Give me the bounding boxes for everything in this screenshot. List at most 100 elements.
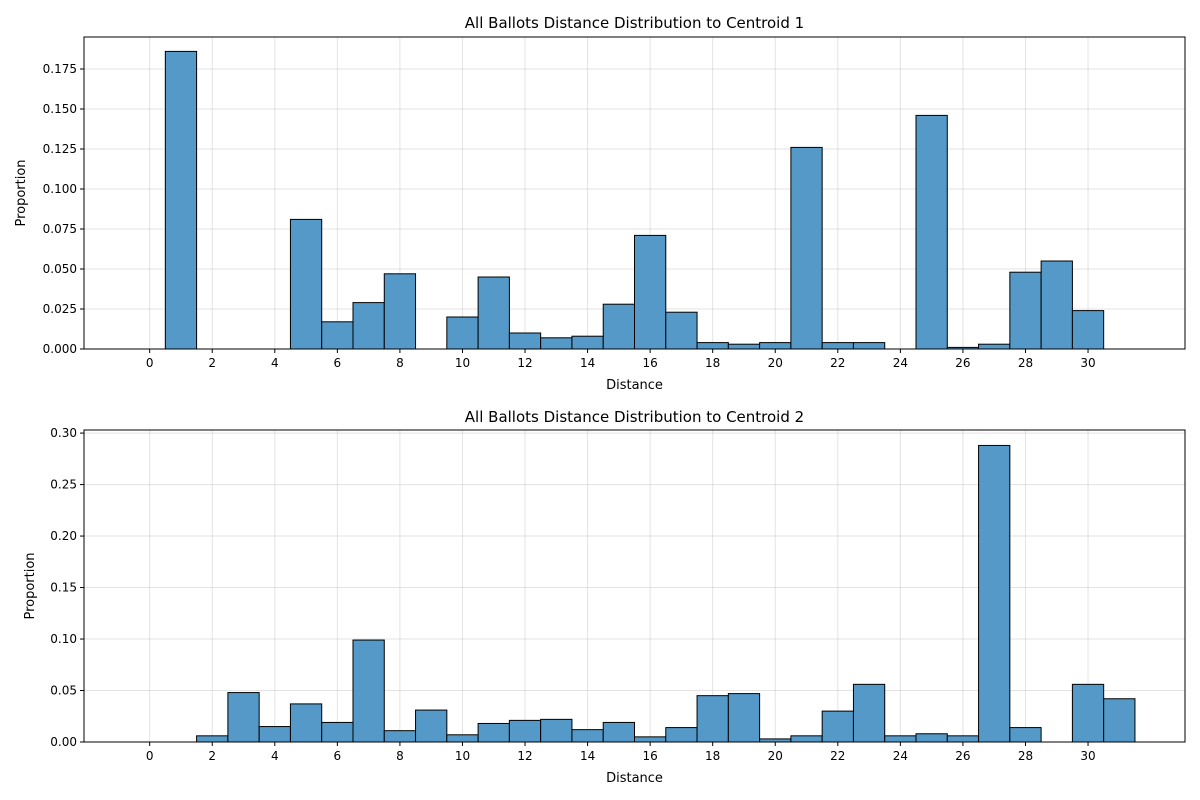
histogram-bar bbox=[884, 735, 917, 743]
histogram-bar bbox=[415, 709, 448, 743]
histogram-bar bbox=[1071, 683, 1105, 743]
histogram-bar bbox=[665, 727, 698, 743]
x-tick-label: 28 bbox=[1018, 749, 1033, 763]
histogram-bar bbox=[571, 729, 604, 743]
x-tick-label: 24 bbox=[893, 749, 908, 763]
histogram-bar bbox=[978, 444, 1011, 743]
histogram-bar bbox=[1009, 727, 1042, 743]
x-tick-label: 12 bbox=[517, 356, 532, 370]
x-axis-label: Distance bbox=[606, 771, 663, 786]
x-tick-label: 8 bbox=[396, 749, 404, 763]
histogram-bar bbox=[759, 342, 792, 350]
histogram-bar bbox=[790, 735, 823, 743]
x-tick-label: 14 bbox=[580, 749, 595, 763]
x-tick-label: 20 bbox=[768, 749, 783, 763]
histogram-bar bbox=[383, 273, 417, 350]
y-tick-label: 0.150 bbox=[43, 102, 77, 116]
x-axis-ticks: 0 2 4 6 8 10 12 14 16 18 20 22 24 26 28 30 bbox=[146, 742, 1096, 763]
histogram-bar bbox=[946, 735, 980, 743]
histogram-bar bbox=[634, 736, 667, 743]
y-axis-label: Proportion bbox=[14, 159, 29, 226]
chart-panel-centroid-1: All Ballots Distance Distribution to Cen… bbox=[14, 14, 1186, 393]
x-axis-ticks: 0 2 4 6 8 10 12 14 16 18 20 22 24 26 28 30 bbox=[146, 349, 1096, 370]
y-tick-label: 0.00 bbox=[50, 735, 77, 749]
histogram-bar bbox=[915, 114, 948, 350]
x-tick-label: 30 bbox=[1080, 749, 1095, 763]
histogram-bar bbox=[602, 721, 636, 743]
histogram-bar bbox=[321, 721, 354, 743]
histogram-bar bbox=[727, 693, 761, 743]
y-tick-label: 0.000 bbox=[43, 342, 77, 356]
histogram-bar bbox=[915, 733, 948, 743]
histogram-bar bbox=[540, 337, 573, 350]
histogram-bar bbox=[727, 343, 761, 350]
histogram-bar bbox=[227, 692, 260, 743]
x-tick-label: 24 bbox=[893, 356, 908, 370]
x-tick-label: 2 bbox=[208, 749, 216, 763]
histogram-bar bbox=[352, 639, 385, 743]
histogram-bar bbox=[383, 730, 417, 743]
histogram-bar bbox=[790, 146, 823, 350]
x-tick-label: 10 bbox=[455, 749, 470, 763]
histogram-bar bbox=[477, 722, 510, 743]
x-tick-label: 16 bbox=[642, 356, 657, 370]
chart-panel-centroid-2: All Ballots Distance Distribution to Cen… bbox=[23, 408, 1186, 786]
y-tick-label: 0.100 bbox=[43, 182, 77, 196]
histogram-bar bbox=[1040, 260, 1073, 350]
x-tick-label: 30 bbox=[1080, 356, 1095, 370]
y-tick-label: 0.125 bbox=[43, 142, 77, 156]
histogram-bar bbox=[852, 683, 886, 743]
x-tick-label: 18 bbox=[705, 356, 720, 370]
histogram-bar bbox=[634, 234, 667, 350]
histogram-bar bbox=[446, 734, 479, 743]
x-tick-label: 6 bbox=[334, 356, 342, 370]
y-tick-label: 0.05 bbox=[50, 684, 77, 698]
histogram-bar bbox=[508, 332, 542, 350]
histogram-bar bbox=[446, 316, 479, 350]
histogram-bar bbox=[696, 695, 729, 743]
histogram-bar bbox=[821, 342, 854, 350]
chart-title: All Ballots Distance Distribution to Cen… bbox=[465, 14, 804, 32]
y-axis-ticks: 0.00 0.05 0.10 0.15 0.20 0.25 0.30 bbox=[50, 426, 84, 749]
histogram-bar bbox=[321, 321, 354, 350]
y-tick-label: 0.20 bbox=[50, 529, 77, 543]
y-axis-ticks: 0.000 0.025 0.050 0.075 0.100 0.125 0.150 0.175 bbox=[43, 62, 84, 356]
x-tick-label: 14 bbox=[580, 356, 595, 370]
plot-frame bbox=[83, 36, 1186, 350]
y-tick-label: 0.30 bbox=[50, 426, 77, 440]
histogram-bar bbox=[164, 50, 198, 350]
histogram-bars bbox=[196, 444, 1136, 743]
histogram-bar bbox=[477, 276, 510, 350]
histogram-bar bbox=[1071, 310, 1105, 350]
x-tick-label: 18 bbox=[705, 749, 720, 763]
y-tick-label: 0.050 bbox=[43, 262, 77, 276]
histogram-bars bbox=[164, 50, 1105, 350]
y-tick-label: 0.10 bbox=[50, 632, 77, 646]
x-tick-label: 26 bbox=[955, 749, 970, 763]
histogram-bar bbox=[852, 342, 886, 350]
y-tick-label: 0.175 bbox=[43, 62, 77, 76]
histogram-bar bbox=[571, 335, 604, 350]
histogram-bar bbox=[978, 343, 1011, 350]
histogram-bar bbox=[696, 342, 729, 350]
histogram-bar bbox=[352, 302, 385, 350]
y-tick-label: 0.075 bbox=[43, 222, 77, 236]
histogram-bar bbox=[289, 703, 323, 743]
plot-frame bbox=[83, 429, 1186, 743]
histogram-bar bbox=[821, 710, 854, 743]
histogram-bar bbox=[289, 218, 323, 350]
x-tick-label: 20 bbox=[768, 356, 783, 370]
y-tick-label: 0.025 bbox=[43, 302, 77, 316]
x-tick-label: 10 bbox=[455, 356, 470, 370]
histogram-bar bbox=[1009, 271, 1042, 350]
x-tick-label: 8 bbox=[396, 356, 404, 370]
histogram-bar bbox=[508, 719, 542, 743]
x-tick-label: 2 bbox=[208, 356, 216, 370]
histogram-bar bbox=[258, 726, 291, 743]
x-tick-label: 6 bbox=[334, 749, 342, 763]
x-tick-label: 4 bbox=[271, 749, 279, 763]
histogram-bar bbox=[540, 718, 573, 743]
x-tick-label: 22 bbox=[830, 356, 845, 370]
y-tick-label: 0.25 bbox=[50, 478, 77, 492]
